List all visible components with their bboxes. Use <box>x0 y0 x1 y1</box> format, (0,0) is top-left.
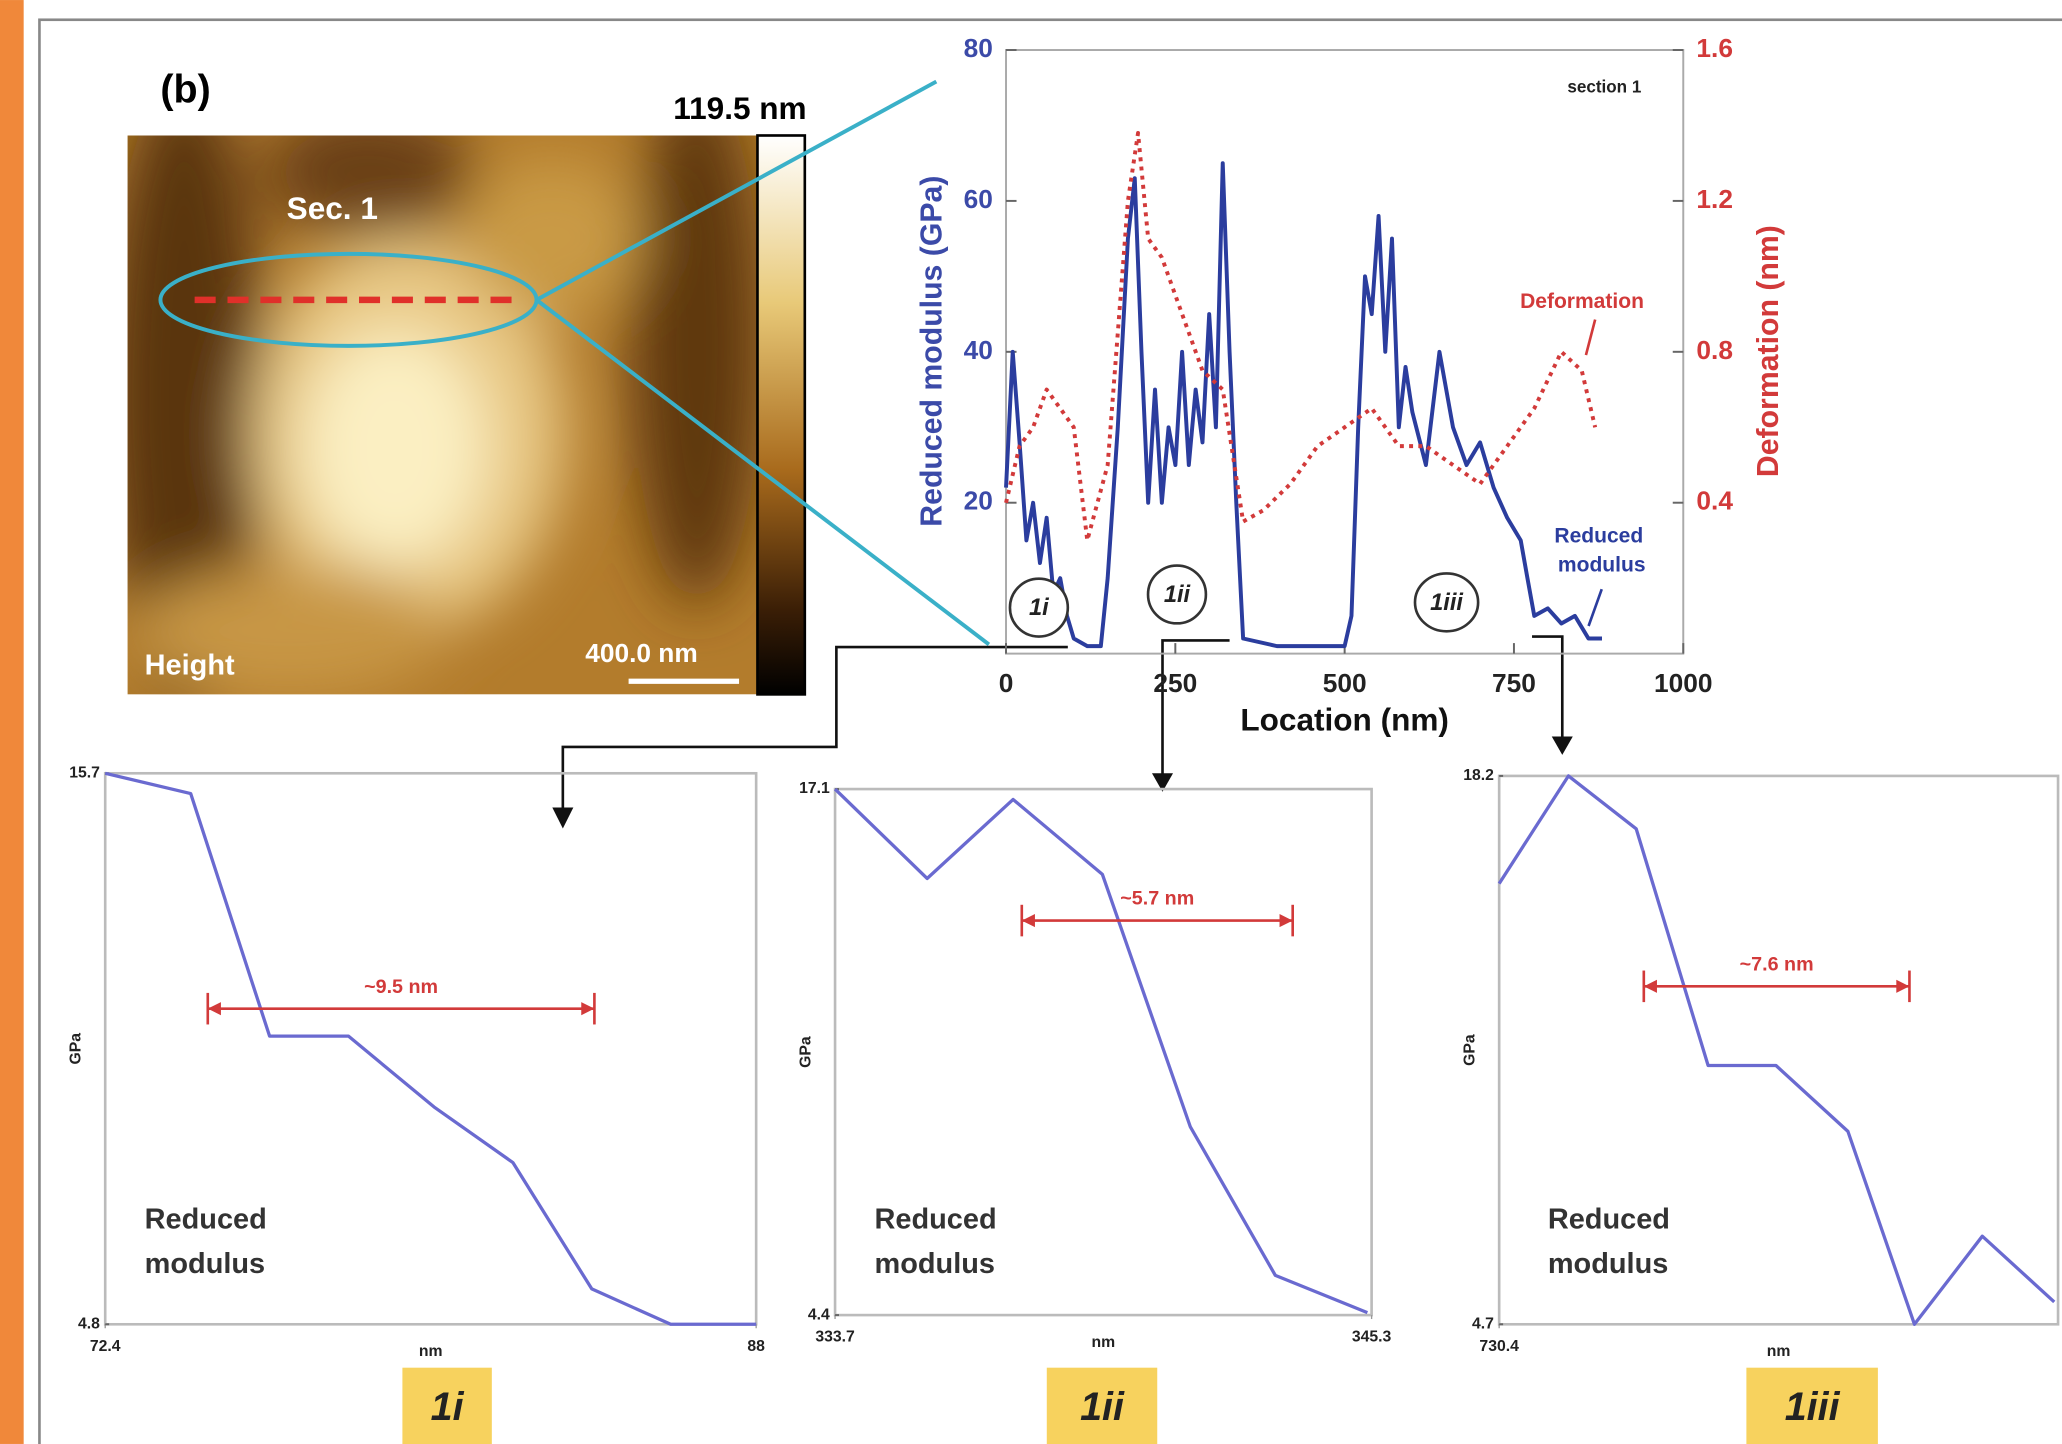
y-tick-label: 4.7 <box>1472 1315 1494 1332</box>
x-tick-label: 0 <box>999 668 1014 698</box>
pointer <box>1586 320 1595 356</box>
panel-label: 1ii <box>1080 1385 1125 1429</box>
y-axis-label: GPa <box>1461 1034 1478 1066</box>
x-tick-label: 750 <box>1492 668 1536 698</box>
region-label: 1ii <box>1164 582 1191 608</box>
annotation: Reduced modulus <box>1548 1203 1678 1280</box>
panel-label: 1i <box>431 1385 465 1429</box>
y-axis-label: GPa <box>797 1036 814 1068</box>
data-line <box>1006 133 1595 540</box>
scale-bar-label: 400.0 nm <box>585 638 698 668</box>
measurement: ~7.6 nm <box>1740 953 1814 975</box>
data-line <box>1006 163 1602 646</box>
color-bar <box>757 135 804 694</box>
side-strip <box>0 0 24 1444</box>
y-tick-label: 4.8 <box>78 1315 100 1332</box>
x-tick-label: 730.4 <box>1479 1338 1519 1355</box>
x-axis-label: nm <box>419 1343 443 1360</box>
plot-frame <box>1499 776 2058 1324</box>
scale-max: 119.5 nm <box>673 90 806 126</box>
panel-label: (b) <box>160 68 210 112</box>
y-tick-label: 18.2 <box>1463 767 1494 784</box>
x-axis-label: nm <box>1091 1334 1115 1351</box>
x-tick-label: 500 <box>1323 668 1367 698</box>
annotation: Reduced modulus <box>875 1203 1005 1280</box>
pointer <box>1589 589 1602 626</box>
y-tick-label: 60 <box>964 184 993 214</box>
data-line <box>1499 776 2054 1324</box>
x-tick-label: 1000 <box>1654 668 1713 698</box>
y-axis-label: GPa <box>67 1033 84 1065</box>
annotation: Reduced modulus <box>145 1203 275 1280</box>
x-tick-label: 333.7 <box>815 1329 855 1346</box>
y2-tick-label: 1.2 <box>1696 184 1733 214</box>
y2-tick-label: 1.6 <box>1696 33 1733 63</box>
x-axis-label: Location (nm) <box>1240 701 1449 737</box>
section-label: Sec. 1 <box>287 190 378 226</box>
x-tick-label: 88 <box>747 1338 765 1355</box>
measurement: ~5.7 nm <box>1120 888 1194 910</box>
y-tick-label: 4.4 <box>808 1306 830 1323</box>
page: (b) 119.5 nm Sec. 1 Height 400.0 nm 0 250… <box>0 0 2062 1444</box>
y-tick-label: 80 <box>964 33 993 63</box>
measurement: ~9.5 nm <box>364 976 438 998</box>
x-tick-label: 250 <box>1153 668 1197 698</box>
y2-tick-label: 0.4 <box>1696 486 1733 516</box>
x-axis-label: nm <box>1767 1343 1791 1360</box>
annotation: section 1 <box>1567 78 1642 97</box>
y-axis-label: Reduced modulus (GPa) <box>916 176 949 527</box>
y2-axis-label: Deformation (nm) <box>1752 225 1785 477</box>
panel-label: 1iii <box>1785 1385 1841 1429</box>
series-label: Reduced modulus <box>1554 524 1649 576</box>
y-tick-label: 40 <box>964 335 993 365</box>
plot-frame <box>105 773 756 1324</box>
region-label: 1iii <box>1430 590 1463 616</box>
y-tick-label: 15.7 <box>69 764 100 781</box>
channel-label: Height <box>145 649 235 681</box>
figure: (b) 119.5 nm Sec. 1 Height 400.0 nm 0 250… <box>0 0 2062 1444</box>
x-tick-label: 345.3 <box>1352 1329 1392 1346</box>
y2-tick-label: 0.8 <box>1696 335 1733 365</box>
arrow-heads <box>552 736 1572 828</box>
y-tick-label: 17.1 <box>799 780 830 797</box>
region-label: 1i <box>1029 595 1049 621</box>
data-line <box>105 773 756 1324</box>
y-tick-label: 20 <box>964 486 993 516</box>
x-tick-label: 72.4 <box>90 1338 121 1355</box>
series-label: Deformation <box>1520 290 1644 313</box>
